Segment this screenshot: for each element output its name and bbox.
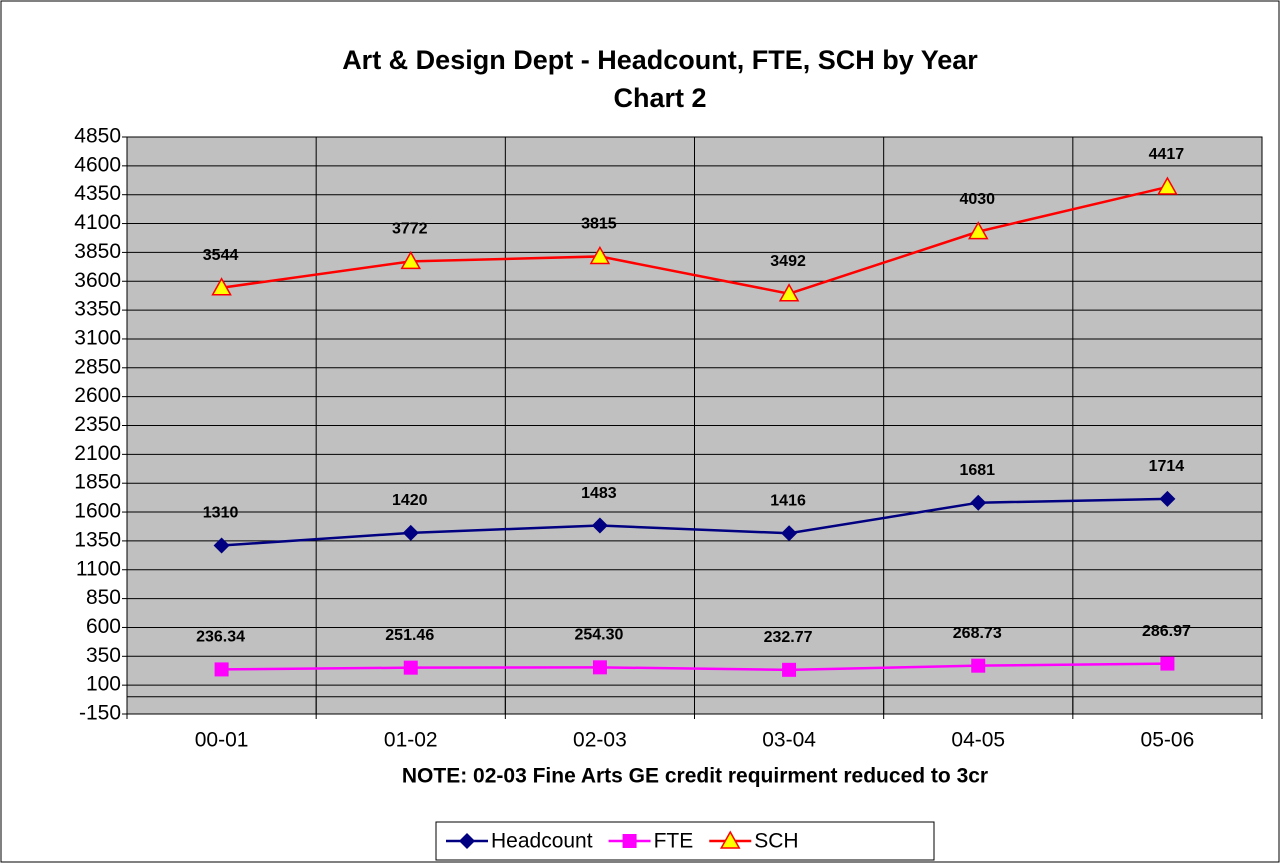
series-line xyxy=(221,662,1168,672)
data-label: 268.73 xyxy=(953,625,1002,642)
y-tick-label: 1350 xyxy=(74,528,121,551)
point xyxy=(589,245,611,265)
chart-subtitle: Chart 2 xyxy=(613,83,706,113)
data-label: 1483 xyxy=(581,485,617,502)
x-tick-label: 05-06 xyxy=(1141,729,1195,752)
x-tick-label: 03-04 xyxy=(762,729,816,752)
point xyxy=(592,660,607,675)
y-tick-label: 3350 xyxy=(74,298,121,321)
y-tick-label: -150 xyxy=(79,702,121,725)
data-label: 1714 xyxy=(1149,458,1185,475)
point xyxy=(778,283,800,302)
point xyxy=(782,662,797,677)
y-tick-label: 600 xyxy=(86,615,121,638)
x-tick-label: 01-02 xyxy=(384,729,438,752)
y-tick-label: 850 xyxy=(86,586,121,609)
series-line xyxy=(221,185,1168,296)
data-label: 286.97 xyxy=(1142,623,1191,640)
legend-box xyxy=(435,821,935,861)
point xyxy=(1159,490,1176,507)
legend-label: Headcount xyxy=(491,830,593,853)
data-label: 3544 xyxy=(203,247,239,264)
data-label: 3815 xyxy=(581,216,617,233)
x-tick-label: 04-05 xyxy=(951,729,1005,752)
legend-label: SCH xyxy=(754,830,798,853)
data-label: 251.46 xyxy=(385,627,434,644)
y-tick-label: 2350 xyxy=(74,413,121,436)
x-tick-label: 02-03 xyxy=(573,729,627,752)
data-label: 232.77 xyxy=(764,629,813,646)
data-label: 3772 xyxy=(392,221,428,238)
y-tick-label: 350 xyxy=(86,644,121,667)
y-tick-label: 1850 xyxy=(74,471,121,494)
point xyxy=(591,517,608,534)
y-tick-label: 1100 xyxy=(76,557,121,580)
data-label: 4030 xyxy=(959,191,995,208)
y-tick-label: 3600 xyxy=(74,269,121,292)
x-tick-label: 00-01 xyxy=(195,729,249,752)
data-label: 1310 xyxy=(203,505,239,522)
y-tick-label: 4350 xyxy=(74,182,121,205)
point xyxy=(781,525,798,542)
y-tick-label: 1600 xyxy=(74,500,121,523)
legend-label: FTE xyxy=(654,830,694,853)
point xyxy=(403,660,418,675)
y-tick-label: 3850 xyxy=(74,240,121,263)
legend: Headcount FTE SCH xyxy=(435,821,935,861)
point xyxy=(1160,656,1175,671)
data-label: 1416 xyxy=(770,493,806,510)
y-tick-label: 100 xyxy=(86,673,121,696)
data-label: 236.34 xyxy=(196,629,245,646)
legend-marker xyxy=(459,833,475,849)
point xyxy=(970,494,987,511)
data-label: 1681 xyxy=(959,462,995,479)
point xyxy=(213,537,230,554)
y-tick-label: 2100 xyxy=(74,442,121,465)
y-tick-label: 4600 xyxy=(74,153,121,176)
point xyxy=(211,277,232,296)
point xyxy=(214,662,229,677)
point xyxy=(1157,176,1178,195)
data-label: 1420 xyxy=(392,492,428,509)
data-label: 3492 xyxy=(770,253,806,270)
y-tick-label: 3100 xyxy=(74,326,121,349)
legend-marker xyxy=(622,834,637,848)
y-tick-label: 4100 xyxy=(74,211,121,234)
series-line xyxy=(221,497,1168,547)
point xyxy=(971,658,986,673)
y-tick-label: 2850 xyxy=(74,355,121,378)
data-label: 254.30 xyxy=(574,627,623,644)
point xyxy=(967,221,989,240)
legend-marker xyxy=(719,830,741,849)
y-tick-label: 4850 xyxy=(74,125,121,148)
chart-title: Art & Design Dept - Headcount, FTE, SCH … xyxy=(342,45,978,75)
point xyxy=(400,250,422,270)
point xyxy=(402,524,419,541)
x-axis-label: NOTE: 02-03 Fine Arts GE credit requirme… xyxy=(402,765,988,788)
data-label: 4417 xyxy=(1149,146,1185,163)
y-tick-label: 2600 xyxy=(74,384,121,407)
